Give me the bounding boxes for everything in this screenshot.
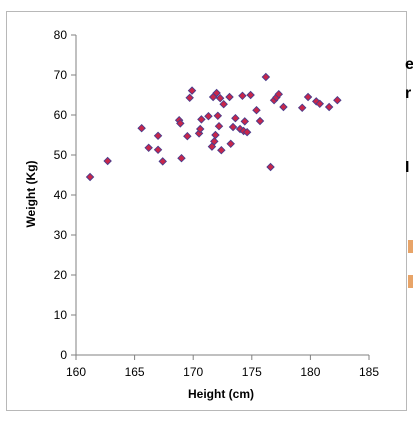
data-point	[185, 93, 194, 103]
x-tick-label: 165	[125, 365, 145, 379]
data-point	[279, 102, 288, 112]
data-point	[187, 86, 197, 95]
data-point	[252, 105, 261, 115]
data-point	[266, 162, 275, 172]
y-tick-label: 60	[54, 108, 68, 122]
data-point	[212, 88, 221, 98]
side-text-fragment-1: e	[405, 56, 413, 73]
data-point	[231, 113, 240, 123]
chart-area: 0 10 20 30 40 50 60 70 80 160 165 170 175 180 185 Heig…	[6, 11, 407, 411]
data-point	[240, 117, 250, 126]
data-point	[158, 157, 167, 166]
data-point	[177, 153, 186, 163]
scatter-chart: 0 10 20 30 40 50 60 70 80 160 165 170 175 180 185 Heig…	[24, 28, 379, 401]
data-point	[225, 92, 234, 102]
data-point	[214, 121, 224, 131]
adjacent-content-fragment: e r I	[404, 0, 413, 429]
data-point	[226, 139, 235, 149]
y-tick-label: 10	[54, 308, 68, 322]
data-point	[176, 119, 185, 128]
data-point	[303, 92, 313, 102]
data-point	[255, 116, 265, 126]
data-point	[153, 131, 163, 141]
data-point	[85, 172, 95, 182]
data-point	[261, 72, 271, 82]
data-point	[219, 99, 228, 109]
x-tick-label: 180	[300, 365, 320, 379]
y-tick-label: 80	[54, 28, 68, 42]
y-tick-label: 40	[54, 188, 68, 202]
side-accent-mark-1	[408, 240, 413, 253]
data-point	[210, 137, 219, 146]
data-point	[195, 124, 205, 134]
y-tick-label: 50	[54, 148, 68, 162]
data-point	[197, 115, 206, 124]
data-point	[297, 103, 307, 113]
x-tick-label: 170	[183, 365, 203, 379]
y-tick-label: 0	[60, 348, 67, 362]
data-point	[215, 93, 225, 103]
data-point	[144, 143, 153, 153]
data-point	[183, 131, 192, 141]
y-axis-label: Weight (Kg)	[24, 160, 38, 227]
data-point	[324, 102, 334, 112]
side-accent-mark-2	[408, 275, 413, 288]
x-tick-label: 160	[66, 365, 86, 379]
data-point	[238, 91, 247, 101]
data-point	[333, 95, 342, 105]
y-tick-label: 20	[54, 268, 68, 282]
data-point	[153, 145, 163, 155]
x-axis-label: Height (cm)	[188, 387, 254, 401]
x-tick-label: 175	[242, 365, 262, 379]
data-point	[213, 111, 223, 121]
data-point	[211, 130, 220, 140]
data-point	[242, 127, 252, 137]
data-point	[274, 89, 283, 99]
side-text-fragment-2: r	[405, 85, 412, 102]
side-text-fragment-3: I	[405, 159, 410, 176]
y-tick-label: 30	[54, 228, 68, 242]
data-point	[246, 90, 255, 100]
y-tick-label: 70	[54, 68, 68, 82]
data-point	[103, 156, 112, 166]
data-point	[228, 122, 238, 132]
data-point	[204, 111, 213, 121]
data-point	[137, 123, 146, 133]
data-point	[315, 99, 325, 109]
x-tick-label: 185	[359, 365, 379, 379]
data-point	[217, 145, 226, 155]
